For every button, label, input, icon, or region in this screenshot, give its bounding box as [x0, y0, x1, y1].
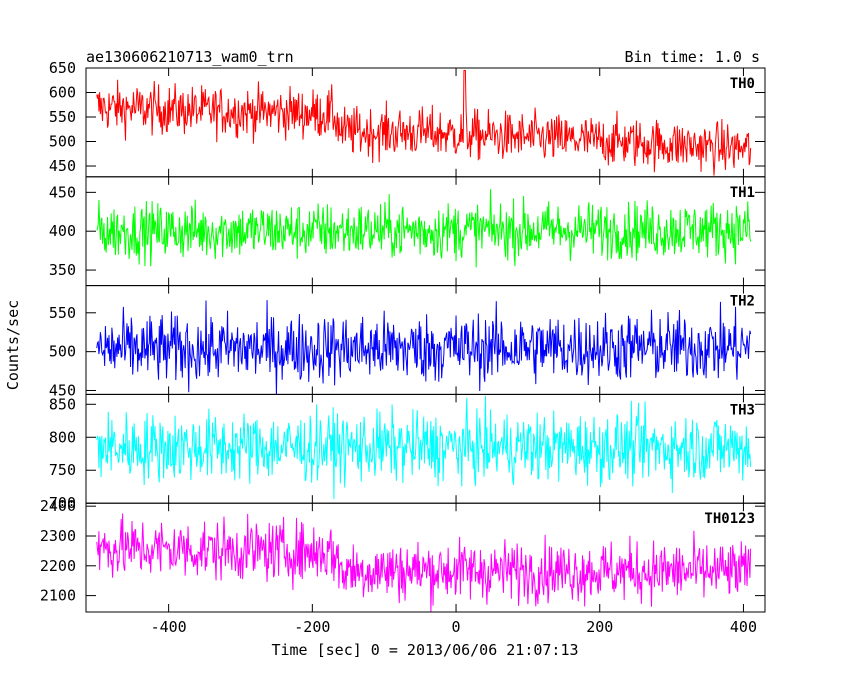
y-tick-label: 550: [49, 304, 76, 322]
y-tick-label: 450: [49, 157, 76, 175]
panel-th1: 350 400 450 TH1: [49, 176, 766, 287]
panel-th3: 700 750 800 850 TH3: [49, 393, 766, 512]
y-tick-label: 850: [49, 395, 76, 413]
x-axis: -400 -200 0 200 400: [151, 618, 757, 636]
panel-label-th0123: TH0123: [704, 511, 755, 527]
y-tick-label: 650: [49, 59, 76, 77]
y-tick-label: 450: [49, 382, 76, 400]
y-tick-label: 500: [49, 133, 76, 151]
y-tick-label: 500: [49, 343, 76, 361]
series-th0-line: [96, 69, 752, 176]
x-tick-label: 400: [730, 618, 757, 636]
y-tick-label: 2200: [40, 557, 76, 575]
x-tick-label: -400: [151, 618, 187, 636]
panel-frame: [85, 67, 766, 178]
panel-label-th2: TH2: [730, 294, 755, 310]
chart-title: ae130606210713_wam0_trn: [86, 48, 294, 66]
panels-group: 450 500 550 600 650 TH0 350 400 450 TH1 450 500 550 T…: [40, 59, 766, 613]
series-th0123-line: [96, 513, 752, 612]
x-tick-label: 0: [452, 618, 461, 636]
panel-label-th3: TH3: [730, 402, 755, 418]
series-th2-line: [96, 300, 752, 395]
y-tick-label: 400: [49, 222, 76, 240]
y-tick-label: 600: [49, 84, 76, 102]
y-tick-label: 350: [49, 261, 76, 279]
x-tick-label: 200: [586, 618, 613, 636]
bin-time-label: Bin time: 1.0 s: [625, 48, 760, 66]
x-tick-label: -200: [294, 618, 330, 636]
y-tick-label: 800: [49, 428, 76, 446]
y-tick-label: 450: [49, 183, 76, 201]
panel-label-th1: TH1: [730, 185, 755, 201]
panel-frame: [85, 502, 766, 613]
y-axis-label: Counts/sec: [4, 300, 22, 390]
y-tick-label: 750: [49, 461, 76, 479]
y-tick-label: 550: [49, 108, 76, 126]
series-th1-line: [96, 189, 752, 268]
y-tick-label: 2300: [40, 527, 76, 545]
series-th3-line: [96, 395, 752, 500]
y-tick-label: 2400: [40, 497, 76, 515]
x-axis-label: Time [sec] 0 = 2013/06/06 21:07:13: [271, 641, 578, 659]
panel-label-th0: TH0: [730, 76, 755, 92]
panel-th0123: 2100 2200 2300 2400 TH0123: [40, 497, 766, 613]
y-tick-label: 700: [49, 494, 76, 512]
panel-th2: 450 500 550 TH2: [49, 285, 766, 400]
y-tick-label: 2100: [40, 587, 76, 605]
panel-th0: 450 500 550 600 650 TH0: [49, 59, 766, 178]
